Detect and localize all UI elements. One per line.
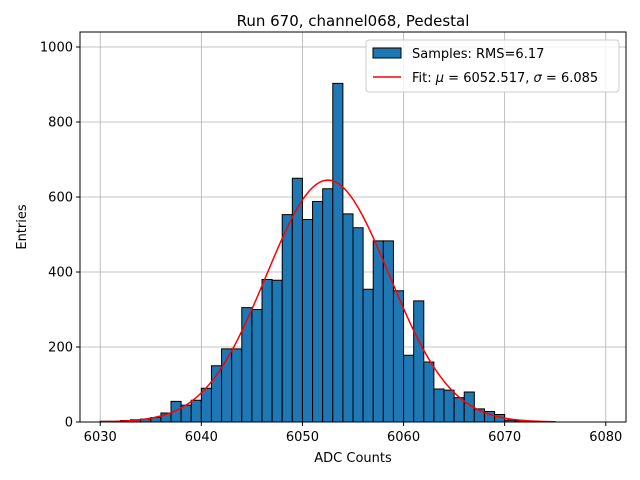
fit-mu-value: 6052.517 <box>463 71 525 86</box>
histogram-bar <box>372 240 384 423</box>
histogram-bar <box>231 348 243 423</box>
histogram-bar <box>190 399 202 423</box>
histogram-bar <box>413 300 425 423</box>
y-axis-ticks: 0 200 400 600 800 1000 <box>40 41 80 431</box>
fit-sigma-value: 6.085 <box>561 71 598 86</box>
histogram-bar <box>382 240 394 423</box>
histogram-bar <box>251 309 263 423</box>
legend-label-histogram: Samples: RMS=6.17 <box>412 47 544 62</box>
fit-mu-symbol: μ <box>435 71 444 86</box>
histogram-bar <box>433 388 445 423</box>
fit-curve <box>100 179 556 423</box>
histogram-bar <box>332 82 344 423</box>
histogram-bar <box>301 219 314 423</box>
histogram-bar <box>271 279 283 423</box>
histogram-bar <box>322 188 334 423</box>
x-tick-label: 6070 <box>488 430 521 445</box>
fit-sigma-equals: = <box>542 71 561 86</box>
fit-label-prefix: Fit: <box>412 71 436 86</box>
plot-frame <box>79 31 627 423</box>
x-tick-label: 6050 <box>286 430 319 445</box>
histogram-bar <box>362 288 374 423</box>
histogram-bar <box>392 290 405 423</box>
legend-label-fit: Fit: μ = 6052.517, σ = 6.085 <box>412 71 598 86</box>
legend-swatch-histogram <box>372 47 402 59</box>
y-tick-label: 800 <box>48 116 73 131</box>
histogram-bar <box>443 389 455 423</box>
histogram-bar <box>403 354 415 423</box>
histogram-bar <box>312 201 324 423</box>
fit-sigma-symbol: σ <box>534 71 543 86</box>
x-tick-label: 6030 <box>84 430 117 445</box>
histogram-bar <box>423 361 435 423</box>
fit-mu-equals: = <box>444 71 463 86</box>
y-tick-label: 200 <box>48 341 73 356</box>
x-tick-label: 6060 <box>387 430 420 445</box>
fit-separator: , <box>525 71 533 86</box>
x-axis-ticks: 6030 6040 6050 6060 6070 6080 <box>84 422 622 445</box>
y-tick-label: 1000 <box>40 41 73 56</box>
chart-title: Run 670, channel068, Pedestal <box>237 12 470 30</box>
histogram-bar <box>342 213 354 423</box>
x-tick-label: 6080 <box>589 430 622 445</box>
histogram-bar <box>453 397 465 423</box>
y-tick-label: 600 <box>48 191 73 206</box>
histogram-bars <box>99 82 556 423</box>
histogram-bar <box>241 307 253 423</box>
histogram-bar <box>352 227 364 423</box>
histogram-bar <box>281 214 293 423</box>
x-tick-label: 6040 <box>185 430 218 445</box>
histogram-bar <box>200 387 212 423</box>
y-axis-label: Entries <box>15 204 30 250</box>
legend-box <box>365 39 620 93</box>
legend: Samples: RMS=6.17 Fit: μ = 6052.517, σ =… <box>365 39 620 93</box>
histogram-bar <box>261 279 273 423</box>
x-axis-label: ADC Counts <box>314 451 392 466</box>
y-tick-label: 0 <box>65 416 73 431</box>
y-tick-label: 400 <box>48 266 73 281</box>
